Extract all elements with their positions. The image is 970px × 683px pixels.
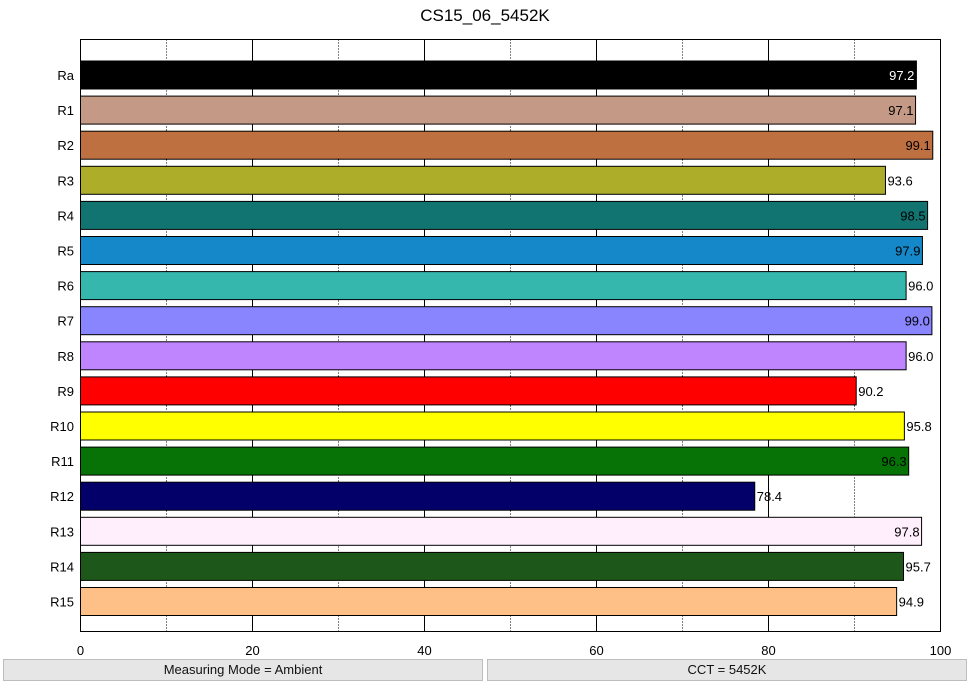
category-label-r13: R13 <box>50 524 74 539</box>
value-label-r2: 99.1 <box>905 138 930 153</box>
value-label-r8: 96.0 <box>908 349 933 364</box>
x-tick-label: 0 <box>77 643 84 658</box>
value-label-r12: 78.4 <box>757 489 782 504</box>
x-tick-label: 80 <box>761 643 775 658</box>
category-label-r10: R10 <box>50 419 74 434</box>
bar-r12 <box>80 481 756 511</box>
category-label-r3: R3 <box>57 173 74 188</box>
category-label-r14: R14 <box>50 559 74 574</box>
bar-r5 <box>80 236 923 265</box>
x-tick-label: 40 <box>417 643 431 658</box>
bar-r3 <box>80 165 886 195</box>
category-label-r6: R6 <box>57 279 74 294</box>
value-label-r13: 97.8 <box>894 524 919 539</box>
value-label-r5: 97.9 <box>895 244 920 259</box>
category-label-r1: R1 <box>57 103 74 118</box>
value-label-ra: 97.2 <box>889 68 914 83</box>
value-labels: 97.2 97.1 99.1 93.6 98.5 97.9 96.0 99.0 96.0 90.2… <box>757 68 934 610</box>
category-labels: Ra R1 R2 R3 R4 R5 R6 R7 R8 R9 R10 R11 R12 R13 R14 R15 <box>50 68 75 610</box>
x-tick-label: 20 <box>245 643 259 658</box>
bar-r7 <box>80 306 933 336</box>
category-label-r8: R8 <box>57 349 74 364</box>
value-label-r6: 96.0 <box>908 279 933 294</box>
x-tick-label: 100 <box>930 643 952 658</box>
category-label-r5: R5 <box>57 244 74 259</box>
bar-r2 <box>80 130 934 160</box>
cct-status: CCT = 5452K <box>487 659 967 681</box>
bars <box>80 60 934 616</box>
bar-r1 <box>80 95 917 125</box>
x-tick-label: 60 <box>589 643 603 658</box>
bar-r11 <box>80 446 910 476</box>
plot-frame <box>80 39 941 632</box>
measuring-mode-status: Measuring Mode = Ambient <box>3 659 483 681</box>
value-label-r3: 93.6 <box>887 173 912 188</box>
value-label-r9: 90.2 <box>858 384 883 399</box>
bar-r10 <box>80 411 905 441</box>
x-tick-labels: 0 20 40 60 80 100 <box>77 643 951 658</box>
value-label-r14: 95.7 <box>906 559 931 574</box>
bar-r13 <box>80 516 923 546</box>
category-label-r2: R2 <box>57 138 74 153</box>
value-label-r4: 98.5 <box>900 208 925 223</box>
category-label-ra: Ra <box>57 68 74 83</box>
bar-chart: 97.2 97.1 99.1 93.6 98.5 97.9 96.0 99.0 96.0 90.2… <box>50 39 951 658</box>
category-label-r9: R9 <box>57 384 74 399</box>
chart-title: CS15_06_5452K <box>420 6 550 25</box>
category-label-r15: R15 <box>50 595 74 610</box>
value-label-r1: 97.1 <box>888 103 913 118</box>
bar-ra <box>80 60 917 90</box>
bar-r6 <box>80 271 907 301</box>
value-label-r11: 96.3 <box>881 454 906 469</box>
category-label-r7: R7 <box>57 314 74 329</box>
bar-r8 <box>80 341 907 371</box>
bar-r14 <box>80 551 905 581</box>
bar-r4 <box>80 200 929 230</box>
value-label-r7: 99.0 <box>905 314 930 329</box>
category-label-r11: R11 <box>51 454 74 469</box>
bar-r9 <box>80 376 857 406</box>
category-label-r12: R12 <box>50 489 74 504</box>
value-label-r10: 95.8 <box>906 419 931 434</box>
category-label-r4: R4 <box>57 208 74 223</box>
value-label-r15: 94.9 <box>899 595 924 610</box>
bar-r15 <box>80 587 898 616</box>
